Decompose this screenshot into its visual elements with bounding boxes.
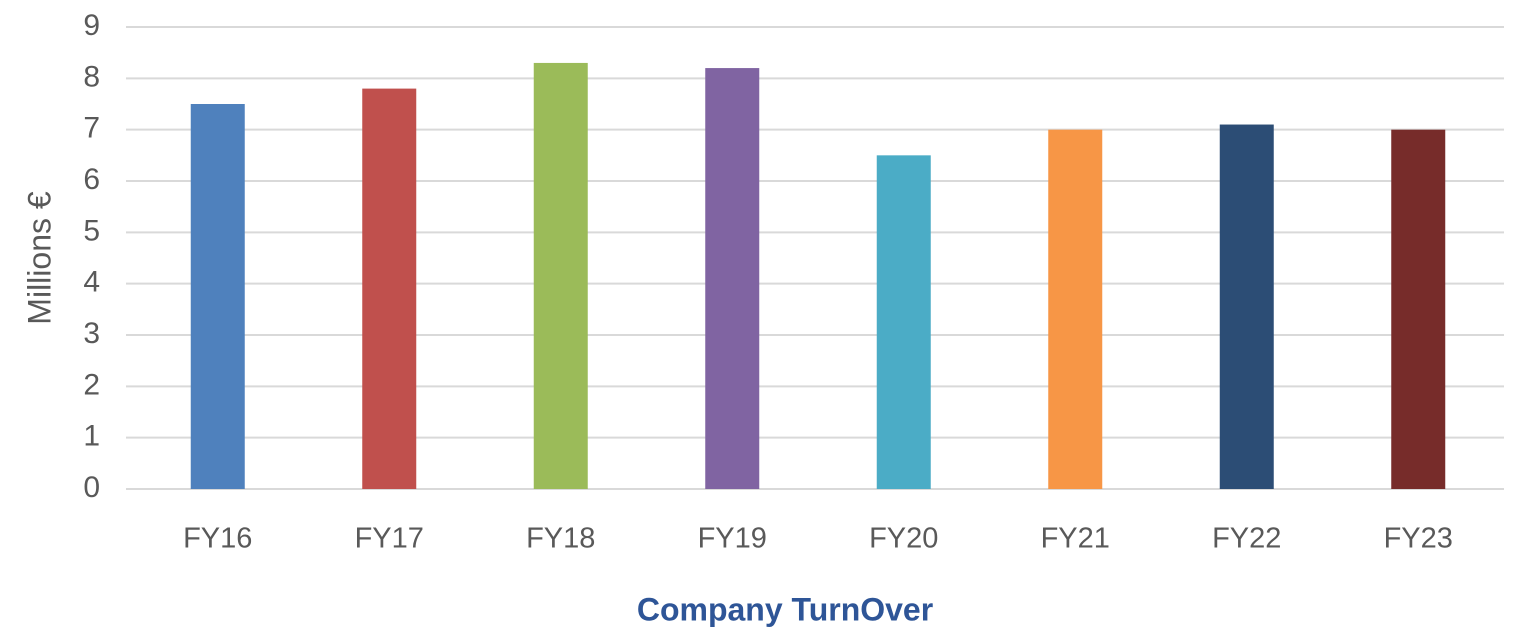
x-tick-label: FY19 bbox=[698, 523, 767, 555]
x-tick-label: FY20 bbox=[869, 523, 938, 555]
bar bbox=[1048, 129, 1103, 489]
x-tick-label: FY23 bbox=[1384, 523, 1453, 555]
bar bbox=[1391, 129, 1446, 489]
bar bbox=[1219, 124, 1274, 490]
x-tick-label: FY16 bbox=[183, 523, 252, 555]
x-tick-label: FY18 bbox=[526, 523, 595, 555]
y-tick-label: 3 bbox=[83, 317, 100, 350]
x-axis-title: Company TurnOver bbox=[637, 591, 933, 627]
y-tick-label: 2 bbox=[83, 368, 100, 401]
y-tick-label: 1 bbox=[83, 420, 100, 453]
x-tick-label: FY22 bbox=[1212, 523, 1281, 555]
y-tick-label: 8 bbox=[83, 60, 100, 93]
x-tick-label: FY21 bbox=[1041, 523, 1110, 555]
x-tick-label: FY17 bbox=[355, 523, 424, 555]
bar bbox=[533, 62, 588, 489]
y-tick-label: 4 bbox=[83, 266, 100, 299]
y-tick-label: 5 bbox=[83, 214, 100, 247]
y-tick-label: 7 bbox=[83, 112, 100, 145]
bar bbox=[362, 88, 417, 489]
bar bbox=[876, 155, 931, 490]
bar bbox=[190, 104, 245, 489]
y-tick-label: 0 bbox=[83, 471, 100, 504]
y-tick-label: 9 bbox=[83, 9, 100, 42]
y-axis-title: Millions € bbox=[21, 191, 57, 325]
bar bbox=[705, 68, 760, 490]
y-tick-label: 6 bbox=[83, 163, 100, 196]
